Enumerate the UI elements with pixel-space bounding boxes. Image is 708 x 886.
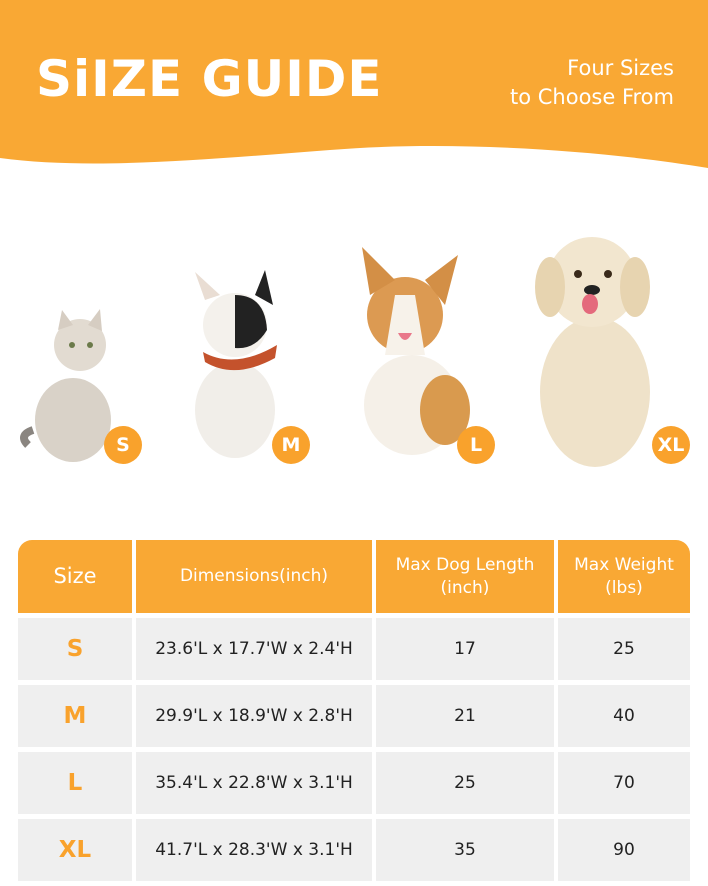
dimensions-cell: 41.7'L x 28.3'W x 3.1'H	[136, 819, 372, 881]
header-banner: SiIZE GUIDE Four Sizes to Choose From	[0, 0, 708, 175]
length-cell: 21	[376, 685, 554, 747]
size-cell: XL	[18, 819, 132, 881]
header-dimensions: Dimensions(inch)	[136, 540, 372, 613]
golden-retriever-image	[535, 237, 650, 467]
corgi-image	[362, 247, 470, 455]
size-cell: M	[18, 685, 132, 747]
wave-background	[0, 0, 708, 168]
size-cell: S	[18, 618, 132, 680]
header-max-weight: Max Weight (lbs)	[558, 540, 690, 613]
size-badge-xl: XL	[652, 426, 690, 464]
dimensions-cell: 23.6'L x 17.7'W x 2.4'H	[136, 618, 372, 680]
table-row: XL 41.7'L x 28.3'W x 3.1'H 35 90	[18, 819, 690, 881]
subtitle: Four Sizes to Choose From	[510, 56, 674, 109]
size-badge-l: L	[457, 426, 495, 464]
table-row: M 29.9'L x 18.9'W x 2.8'H 21 40	[18, 685, 690, 747]
table-row: L 35.4'L x 22.8'W x 3.1'H 25 70	[18, 752, 690, 814]
length-cell: 17	[376, 618, 554, 680]
size-table: Size Dimensions(inch) Max Dog Length (in…	[18, 540, 690, 886]
length-cell: 25	[376, 752, 554, 814]
size-badge-m: M	[272, 426, 310, 464]
length-cell: 35	[376, 819, 554, 881]
size-badge-s: S	[104, 426, 142, 464]
french-bulldog-image	[195, 270, 277, 458]
weight-cell: 90	[558, 819, 690, 881]
header-max-length: Max Dog Length (inch)	[376, 540, 554, 613]
page-title: SiIZE GUIDE	[36, 50, 383, 108]
cat-image	[20, 309, 111, 462]
size-cell: L	[18, 752, 132, 814]
dimensions-cell: 35.4'L x 22.8'W x 3.1'H	[136, 752, 372, 814]
weight-cell: 70	[558, 752, 690, 814]
table-header-row: Size Dimensions(inch) Max Dog Length (in…	[18, 540, 690, 613]
weight-cell: 25	[558, 618, 690, 680]
table-row: S 23.6'L x 17.7'W x 2.4'H 17 25	[18, 618, 690, 680]
header-size: Size	[18, 540, 132, 613]
weight-cell: 40	[558, 685, 690, 747]
dimensions-cell: 29.9'L x 18.9'W x 2.8'H	[136, 685, 372, 747]
